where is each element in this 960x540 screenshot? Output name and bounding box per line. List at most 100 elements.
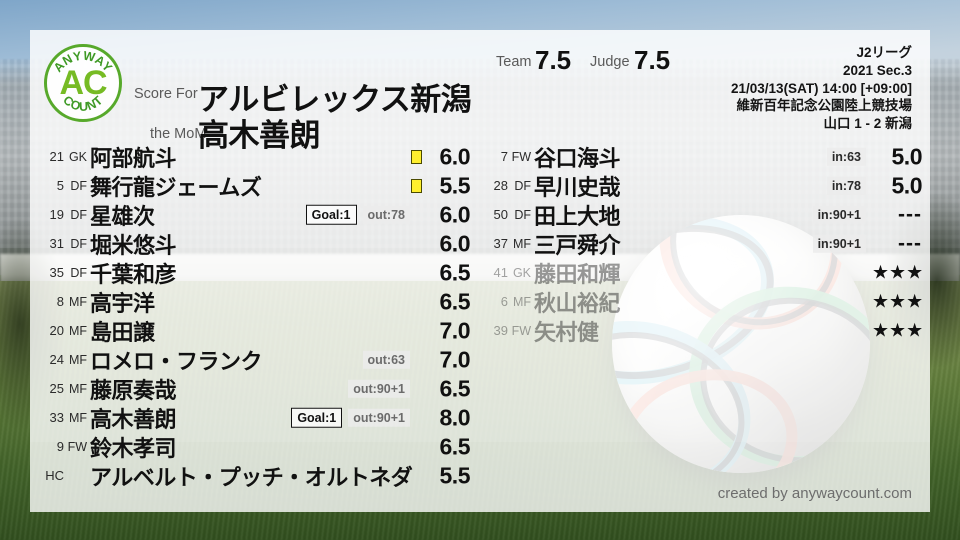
player-name: 星雄次 [90,203,155,229]
logo-arc-bottom-label: COUNT [60,93,105,114]
yellow-card-icon [411,178,422,193]
sub-out-badge: out:90+1 [348,379,410,398]
footer-credit: created by anywaycount.com [717,485,912,502]
player-row[interactable]: 28 DF 早川史哉 in:78 5.0 [480,171,924,200]
sub-out-badge: out:78 [362,205,410,224]
player-position: FW [511,323,531,338]
player-number: 9 [56,439,64,454]
match-info-block: J2リーグ 2021 Sec.3 21/03/13(SAT) 14:00 [+0… [731,44,912,133]
player-number: 20 [49,323,64,338]
player-row[interactable]: 25 MF 藤原奏哉 out:90+1 6.5 [36,374,472,403]
team-name: アルビレックス新潟 [198,82,472,117]
player-score: 6.0 [439,201,471,227]
player-number: 37 [493,236,508,251]
player-row[interactable]: 20 MF 島田譲 7.0 [36,316,472,345]
player-row[interactable]: 50 DF 田上大地 in:90+1 --- [480,200,924,229]
player-event-badges: out:90+1 [348,379,410,398]
player-name: 谷口海斗 [534,145,621,171]
player-position: GK [512,265,531,280]
player-number: 7 [500,149,508,164]
player-position: DF [70,236,87,251]
sub-in-badge: in:78 [826,176,866,195]
player-row[interactable]: 39 FW 矢村健 ★★★ [480,316,924,345]
player-position: MF [68,410,87,425]
player-row[interactable]: 5 DF 舞行龍ジェームズ 5.5 [36,171,472,200]
player-score: 8.0 [439,404,471,430]
player-row[interactable]: 8 MF 高宇洋 6.5 [36,287,472,316]
player-name: 藤田和輝 [534,261,621,287]
player-row[interactable]: 21 GK 阿部航斗 6.0 [36,142,472,171]
player-name: 三戸舜介 [534,232,621,258]
player-row[interactable]: 33 MF 高木善朗 Goal:1 out:90+1 8.0 [36,403,472,432]
player-number: 31 [49,236,64,251]
player-position: FW [511,149,531,164]
player-position: MF [68,323,87,338]
player-row[interactable]: 37 MF 三戸舜介 in:90+1 --- [480,229,924,258]
player-name: 高宇洋 [90,290,155,316]
sub-out-badge: out:63 [362,350,410,369]
player-number: 6 [500,294,508,309]
player-number: 24 [49,352,64,367]
season-section: 2021 Sec.3 [842,62,912,78]
player-row[interactable]: 9 FW 鈴木孝司 6.5 [36,432,472,461]
logo-arc-top-text: ANYWAY [51,49,115,75]
player-name: 秋山裕紀 [534,290,621,316]
player-number: 50 [493,207,508,222]
player-score: 6.0 [439,143,471,169]
player-event-badges: in:63 [826,147,866,166]
player-number: 28 [493,178,508,193]
player-row[interactable]: 24 MF ロメロ・フランク out:63 7.0 [36,345,472,374]
player-score: 6.5 [439,433,471,459]
player-score: 5.0 [891,143,923,169]
goal-badge: Goal:1 [291,407,343,428]
header-band [30,30,930,142]
player-name: 高木善朗 [90,406,177,432]
player-score: ★★★ [872,262,924,283]
player-score: ★★★ [872,291,924,312]
player-name: 島田譲 [90,319,155,345]
logo-arc-bottom-text: COUNT [60,93,105,114]
player-row[interactable]: HC アルベルト・プッチ・オルトネダ 5.5 [36,461,472,490]
player-position: GK [68,149,87,164]
judge-rating-value: 7.5 [634,45,671,75]
player-number: 41 [493,265,508,280]
player-name: アルベルト・プッチ・オルトネダ [90,464,413,490]
match-result: 山口 1 - 2 新潟 [823,116,912,132]
player-position: DF [70,265,87,280]
yellow-card-icon [411,149,422,164]
sub-in-badge: in:90+1 [812,205,866,224]
score-card-panel: ANYWAY COUNT AC Score For アルビレックス新潟 the … [30,30,930,512]
player-row[interactable]: 31 DF 堀米悠斗 6.0 [36,229,472,258]
logo-initials: AC [59,64,107,102]
player-position: MF [68,352,87,367]
player-position: DF [70,207,87,222]
player-score: ★★★ [872,320,924,341]
player-score: 5.5 [439,172,471,198]
player-score: 6.5 [439,375,471,401]
player-name: 鈴木孝司 [90,435,177,461]
player-name: ロメロ・フランク [90,348,263,374]
player-score: 5.0 [891,172,923,198]
player-number: 19 [49,207,64,222]
anywaycount-logo[interactable]: ANYWAY COUNT AC [44,44,122,122]
player-number: 33 [49,410,64,425]
player-name: 堀米悠斗 [90,232,177,258]
man-of-match-label: the MoM [150,126,207,142]
player-number: 5 [56,178,64,193]
player-score: 6.5 [439,288,471,314]
player-position: DF [514,207,531,222]
starters-list: 21 GK 阿部航斗 6.0 5 DF 舞行龍ジェームズ 5.5 19 DF 星雄次 Goal:1 ou… [36,142,472,490]
player-row[interactable]: 7 FW 谷口海斗 in:63 5.0 [480,142,924,171]
player-position: DF [514,178,531,193]
league-name: J2リーグ [856,45,912,60]
sub-in-badge: in:63 [826,147,866,166]
player-row[interactable]: 35 DF 千葉和彦 6.5 [36,258,472,287]
player-row[interactable]: 41 GK 藤田和輝 ★★★ [480,258,924,287]
player-name: 舞行龍ジェームズ [90,174,262,200]
player-position: FW [67,439,87,454]
player-row[interactable]: 19 DF 星雄次 Goal:1 out:78 6.0 [36,200,472,229]
player-number: 25 [49,381,64,396]
player-name: 藤原奏哉 [90,377,177,403]
player-row[interactable]: 6 MF 秋山裕紀 ★★★ [480,287,924,316]
player-score: 7.0 [439,317,471,343]
